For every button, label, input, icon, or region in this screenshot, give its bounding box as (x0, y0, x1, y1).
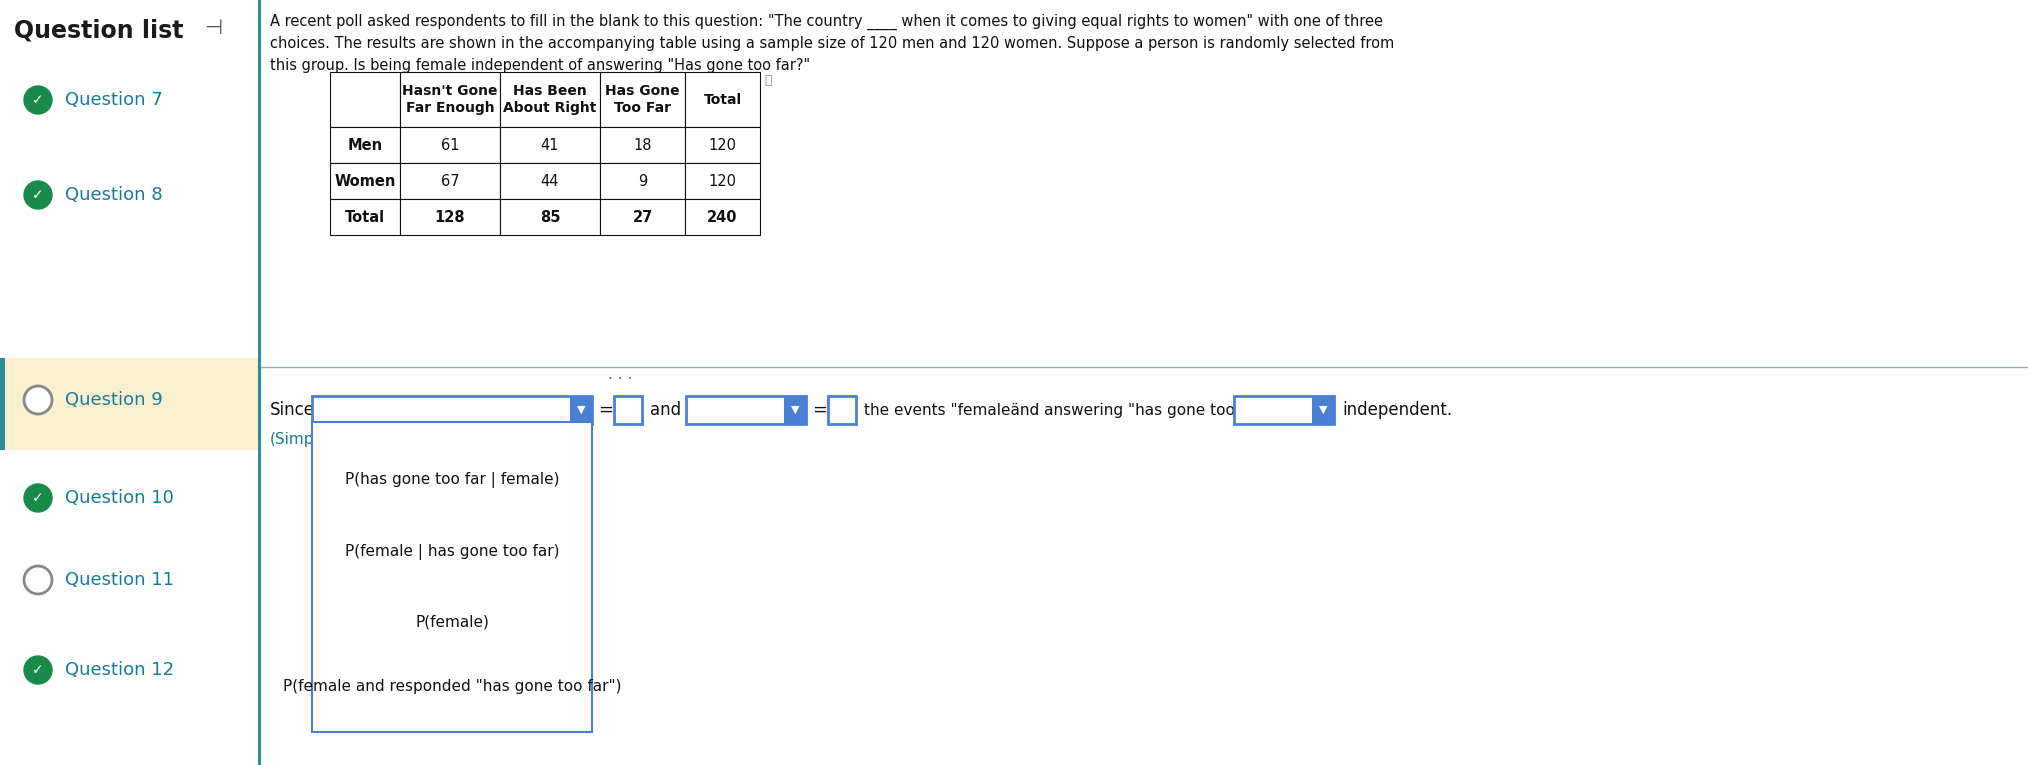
Bar (614, 396, 643, 424)
Bar (600, 127, 685, 163)
Bar (331, 199, 400, 235)
Circle shape (24, 566, 53, 594)
Text: Question list: Question list (14, 18, 183, 42)
Text: independent.: independent. (1343, 401, 1452, 419)
Bar (685, 396, 805, 424)
Text: 41: 41 (541, 138, 560, 152)
Text: and: and (651, 401, 681, 419)
Bar (600, 163, 685, 199)
Text: the events "femaleänd answering "has gone too fa‘": the events "femaleänd answering "has gon… (864, 402, 1268, 418)
Bar (827, 396, 856, 424)
Text: ✓: ✓ (32, 663, 45, 677)
Bar (1312, 396, 1334, 424)
Text: Question 11: Question 11 (65, 571, 174, 589)
Circle shape (24, 386, 53, 414)
Text: Total: Total (345, 210, 385, 224)
Text: ▼: ▼ (1318, 405, 1326, 415)
Bar (400, 163, 501, 199)
Bar (400, 199, 501, 235)
Text: Question 10: Question 10 (65, 489, 174, 507)
Circle shape (24, 86, 53, 114)
Bar (570, 396, 592, 424)
Text: 9: 9 (639, 174, 647, 188)
Bar (501, 72, 600, 127)
Bar (258, 0, 262, 765)
Text: P(female): P(female) (416, 614, 489, 630)
Bar (331, 127, 400, 163)
Text: Has Gone
Too Far: Has Gone Too Far (604, 84, 679, 115)
Bar (312, 422, 592, 732)
Text: 67: 67 (440, 174, 458, 188)
Text: ✓: ✓ (32, 93, 45, 107)
Bar (685, 72, 760, 127)
Text: ✓: ✓ (32, 491, 45, 505)
Bar (331, 163, 400, 199)
Text: Question 9: Question 9 (65, 391, 162, 409)
Text: 44: 44 (541, 174, 560, 188)
Text: P(female and responded "has gone too far"): P(female and responded "has gone too far… (282, 679, 621, 695)
Text: =: = (811, 401, 827, 419)
Text: A recent poll asked respondents to fill in the blank to this question: "The coun: A recent poll asked respondents to fill … (270, 14, 1383, 30)
Text: Has Been
About Right: Has Been About Right (503, 84, 596, 115)
Text: ✓: ✓ (32, 188, 45, 202)
Text: 27: 27 (633, 210, 653, 224)
Text: 128: 128 (434, 210, 464, 224)
Bar (600, 199, 685, 235)
Text: · · ·: · · · (608, 372, 633, 387)
Bar (400, 72, 501, 127)
Bar (501, 199, 600, 235)
Bar (685, 127, 760, 163)
Bar (0, 358, 258, 450)
Text: 85: 85 (539, 210, 560, 224)
Text: P(has gone too far | female): P(has gone too far | female) (345, 472, 560, 488)
Text: 120: 120 (708, 174, 736, 188)
Text: Women: Women (335, 174, 395, 188)
Text: ▼: ▼ (791, 405, 799, 415)
Bar (331, 72, 400, 127)
Bar (501, 163, 600, 199)
Text: Question 8: Question 8 (65, 186, 162, 204)
Bar (0, 358, 4, 450)
Bar (501, 127, 600, 163)
Bar (1233, 396, 1334, 424)
Text: ⊣: ⊣ (205, 18, 223, 38)
Text: ▼: ▼ (576, 405, 586, 415)
Text: Men: Men (347, 138, 383, 152)
Text: 61: 61 (440, 138, 458, 152)
Text: Hasn't Gone
Far Enough: Hasn't Gone Far Enough (402, 84, 497, 115)
Text: Question 7: Question 7 (65, 91, 162, 109)
Circle shape (24, 181, 53, 209)
Text: 18: 18 (633, 138, 651, 152)
Text: 120: 120 (708, 138, 736, 152)
Bar (400, 127, 501, 163)
Text: Total: Total (704, 93, 742, 106)
Text: Since: Since (270, 401, 314, 419)
Text: P(female | has gone too far): P(female | has gone too far) (345, 544, 560, 560)
Bar (685, 199, 760, 235)
Text: Question 12: Question 12 (65, 661, 174, 679)
Bar (785, 396, 805, 424)
Text: this group. Is being female independent of answering "Has gone too far?": this group. Is being female independent … (270, 58, 809, 73)
Circle shape (24, 656, 53, 684)
Text: (Simpli: (Simpli (270, 432, 322, 447)
Text: =: = (598, 401, 612, 419)
Text: choices. The results are shown in the accompanying table using a sample size of : choices. The results are shown in the ac… (270, 36, 1395, 51)
Bar (312, 396, 592, 424)
Bar (685, 163, 760, 199)
Text: 240: 240 (708, 210, 738, 224)
Text: ⬜: ⬜ (765, 74, 771, 87)
Circle shape (24, 484, 53, 512)
Bar (600, 72, 685, 127)
